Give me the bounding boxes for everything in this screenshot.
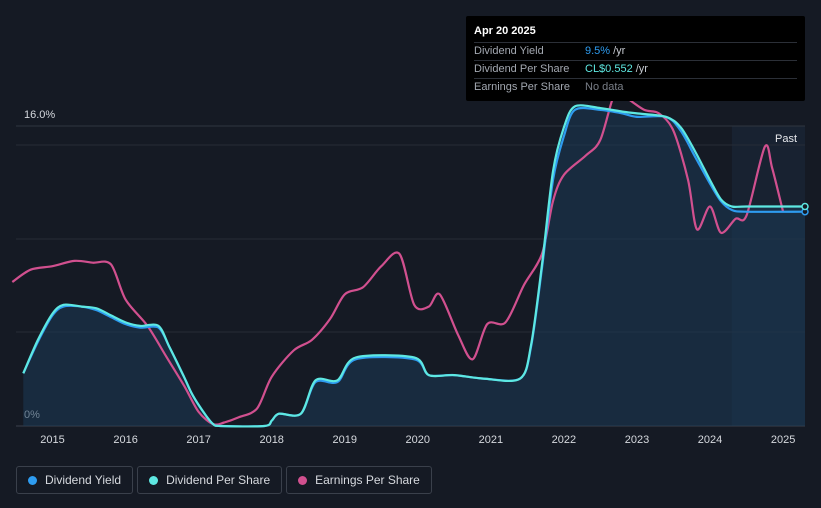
tooltip-row-dividend-yield: Dividend Yield 9.5% /yr: [474, 42, 797, 60]
legend-item-dividend-yield[interactable]: Dividend Yield: [16, 466, 134, 494]
dividend-area: [23, 105, 806, 427]
x-tick-label: 2015: [40, 434, 64, 446]
legend-item-dividend-per-share[interactable]: Dividend Per Share: [137, 466, 283, 494]
tooltip-date: Apr 20 2025: [474, 25, 536, 37]
tooltip-unit: /yr: [613, 45, 626, 57]
x-tick-label: 2018: [259, 434, 283, 446]
tooltip-label: Dividend Yield: [474, 45, 544, 57]
x-tick-label: 2016: [113, 434, 137, 446]
legend-item-earnings-per-share[interactable]: Earnings Per Share: [286, 466, 432, 494]
dividend-per-share-line: [22, 104, 805, 428]
legend-dot-icon: [298, 475, 308, 485]
tooltip-label: Earnings Per Share: [474, 81, 570, 93]
tooltip: Apr 20 2025 Dividend Yield 9.5% /yr Divi…: [466, 16, 805, 101]
x-tick-label: 2021: [479, 434, 503, 446]
x-tick-label: 2023: [625, 434, 649, 446]
earnings-per-share-line: [11, 88, 785, 426]
legend-label: Earnings Per Share: [315, 473, 420, 487]
x-tick-label: 2024: [698, 434, 722, 446]
tooltip-unit: /yr: [635, 63, 648, 75]
tooltip-label: Dividend Per Share: [474, 63, 570, 75]
dividend-per-share-end-marker: [801, 202, 809, 211]
tooltip-value: 9.5%: [585, 45, 611, 57]
tooltip-value: No data: [585, 81, 624, 93]
tooltip-value: CL$0.552: [585, 63, 633, 75]
x-tick-label: 2020: [406, 434, 430, 446]
x-tick-label: 2017: [186, 434, 210, 446]
legend-label: Dividend Per Share: [166, 473, 271, 487]
legend-label: Dividend Yield: [45, 473, 122, 487]
past-label: Past: [775, 133, 797, 145]
x-tick-label: 2025: [771, 434, 795, 446]
legend: Dividend Yield Dividend Per Share Earnin…: [16, 466, 432, 494]
x-tick-label: 2019: [333, 434, 357, 446]
legend-dot-icon: [149, 475, 159, 485]
legend-dot-icon: [28, 475, 37, 485]
tooltip-row-earnings-per-share: Earnings Per Share No data: [474, 78, 797, 96]
tooltip-row-dividend-per-share: Dividend Per Share CL$0.552 /yr: [474, 60, 797, 78]
x-tick-label: 2022: [552, 434, 576, 446]
y-tick-label-top: 16.0%: [24, 109, 55, 121]
